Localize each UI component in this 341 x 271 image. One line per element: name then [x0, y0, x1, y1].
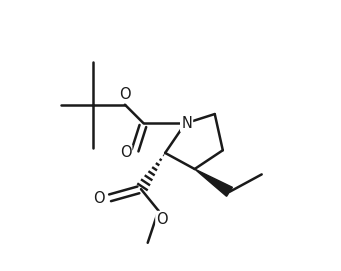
Text: N: N — [181, 116, 192, 131]
Text: O: O — [120, 146, 131, 160]
Text: O: O — [157, 212, 168, 227]
Text: O: O — [119, 87, 131, 102]
Text: O: O — [93, 191, 104, 206]
Polygon shape — [195, 169, 233, 196]
